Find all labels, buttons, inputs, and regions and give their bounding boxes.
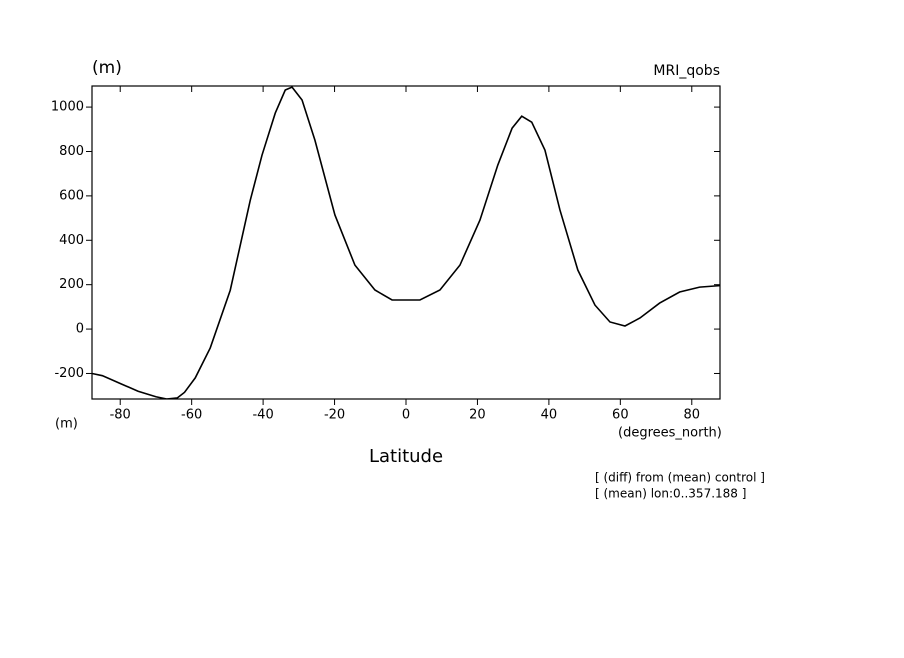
- x-unit-label: (m): [55, 417, 78, 432]
- chart-title: MRI_qobs: [653, 63, 720, 79]
- x-tick-label: 40: [541, 408, 558, 423]
- y-tick-label: 200: [59, 277, 84, 292]
- data-line: [92, 86, 720, 399]
- x-axis-label: Latitude: [369, 446, 443, 467]
- y-tick-label: -200: [54, 366, 84, 381]
- x-tick-label: -60: [181, 408, 202, 423]
- y-tick-label: 600: [59, 188, 84, 203]
- y-tick-label: 1000: [51, 100, 84, 115]
- x-units: (degrees_north): [618, 426, 722, 441]
- x-tick-label: -20: [324, 408, 345, 423]
- x-tick-label: -40: [252, 408, 273, 423]
- x-tick-label: 60: [612, 408, 629, 423]
- annotation: [ (mean) lon:0..357.188 ]: [595, 487, 746, 501]
- y-unit-label: (m): [92, 58, 122, 78]
- x-tick-label: -80: [110, 408, 131, 423]
- annotation: [ (diff) from (mean) control ]: [595, 471, 765, 485]
- y-tick-label: 400: [59, 233, 84, 248]
- plot-frame: [91, 85, 721, 400]
- y-tick-label: 0: [76, 322, 84, 337]
- x-tick-label: 0: [402, 408, 410, 423]
- x-tick-label: 20: [469, 408, 486, 423]
- y-tick-label: 800: [59, 144, 84, 159]
- x-tick-label: 80: [684, 408, 701, 423]
